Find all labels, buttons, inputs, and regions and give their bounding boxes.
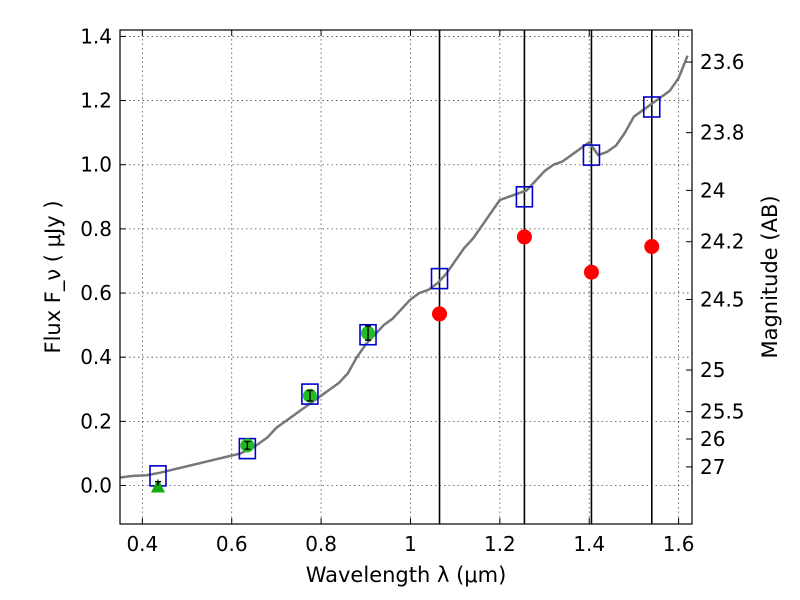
y-tick-label: 1.2 — [80, 89, 112, 113]
model-square — [642, 96, 661, 118]
model-square — [515, 186, 534, 208]
predicted-point — [432, 306, 448, 322]
y-tick-label: 0.6 — [80, 281, 112, 305]
right-tick-label: 24.5 — [700, 287, 745, 311]
right-tick-label: 27 — [700, 455, 725, 479]
model-square — [301, 383, 319, 405]
predicted-point — [583, 264, 599, 280]
x-axis-label: Wavelength λ (μm) — [306, 563, 507, 587]
model-square — [359, 323, 377, 346]
predicted-point — [516, 229, 532, 245]
right-tick-label: 23.6 — [700, 50, 745, 74]
y-tick-label: 1.0 — [80, 153, 112, 177]
right-tick-label: 25 — [700, 358, 725, 382]
plot-frame — [119, 29, 693, 525]
x-tick-label: 1.2 — [484, 532, 516, 556]
y-tick-label: 1.4 — [80, 24, 112, 48]
x-tick-label: 0.4 — [126, 532, 158, 556]
vertical-lines-layer — [438, 30, 653, 524]
x-tick-label: 1 — [404, 532, 417, 556]
data-layer — [119, 55, 689, 493]
ticks-layer: 0.4 0.6 0.8 1 1.2 1.4 1.6 0.0 0.2 0.4 0.6 0.8 1.0 1.2… — [80, 24, 744, 556]
model-square — [582, 144, 601, 166]
y-tick-label: 0.4 — [80, 345, 112, 369]
grid-layer — [120, 30, 692, 524]
x-tick-label: 1.4 — [573, 532, 605, 556]
x-tick-label: 0.6 — [216, 532, 248, 556]
y-tick-label: 0.2 — [80, 409, 112, 433]
x-tick-label: 1.6 — [663, 532, 695, 556]
y-tick-label: 0.8 — [80, 217, 112, 241]
right-tick-label: 23.8 — [700, 121, 745, 145]
model-square — [430, 267, 449, 290]
y-tick-label: 0.0 — [80, 474, 112, 498]
right-axis-label: Magnitude (AB) — [758, 195, 782, 358]
y-axis-label: Flux F_ν ( μJy ) — [41, 200, 66, 353]
right-tick-label: 24.2 — [700, 230, 745, 254]
right-tick-label: 26 — [700, 427, 725, 451]
spectrum-line — [119, 55, 689, 479]
right-tick-label: 24 — [700, 178, 725, 202]
predicted-point — [644, 239, 660, 255]
right-tick-label: 25.5 — [700, 400, 745, 424]
x-tick-label: 0.8 — [305, 532, 337, 556]
